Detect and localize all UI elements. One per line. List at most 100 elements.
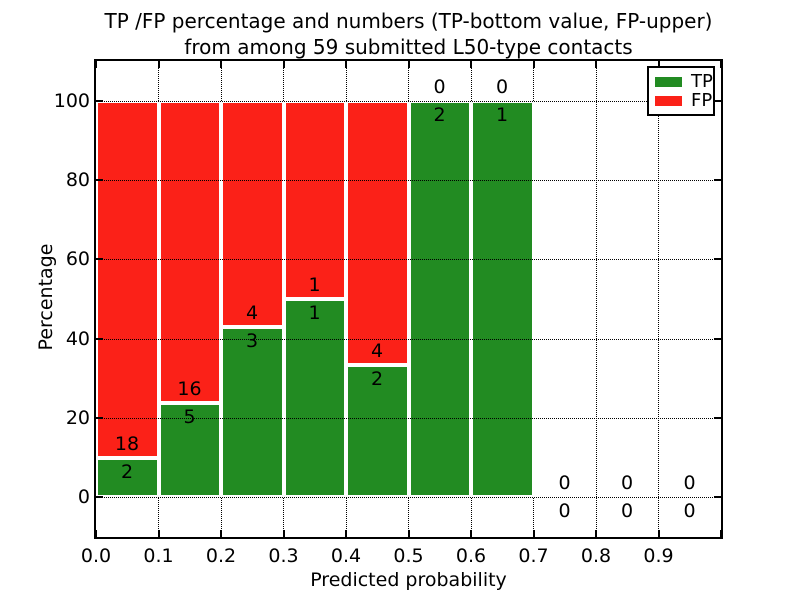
horizontal-gridline bbox=[96, 497, 721, 499]
x-tick-mark bbox=[157, 530, 160, 537]
fp-count-label: 4 bbox=[370, 340, 384, 363]
legend: TP FP bbox=[647, 66, 715, 116]
bar-segment-fp bbox=[283, 100, 346, 299]
x-tick-label: 0.1 bbox=[143, 545, 174, 567]
y-tick-mark bbox=[96, 99, 103, 102]
x-tick-mark bbox=[282, 530, 285, 537]
tp-count-label: 1 bbox=[308, 302, 321, 324]
tp-count-label: 1 bbox=[495, 103, 509, 126]
x-tick-mark bbox=[345, 61, 347, 68]
x-tick-mark bbox=[407, 530, 410, 537]
chart-title-line-1: TP /FP percentage and numbers (TP-bottom… bbox=[104, 9, 713, 33]
tp-count-label: 0 bbox=[620, 500, 634, 523]
horizontal-gridline bbox=[96, 259, 721, 261]
x-tick-mark bbox=[657, 530, 660, 537]
x-tick-mark bbox=[470, 530, 472, 537]
x-tick-mark bbox=[345, 530, 347, 537]
x-axis-label: Predicted probability bbox=[310, 569, 507, 591]
y-tick-mark bbox=[714, 337, 721, 340]
x-tick-mark bbox=[220, 530, 222, 537]
tp-count-label: 2 bbox=[370, 368, 384, 391]
x-tick-mark bbox=[657, 61, 660, 68]
tp-count-label: 0 bbox=[683, 500, 696, 523]
y-tick-mark bbox=[714, 496, 721, 499]
y-tick-label: 0 bbox=[77, 486, 90, 509]
bar-segment-tp bbox=[408, 100, 471, 498]
x-tick-label: 0.2 bbox=[205, 545, 237, 567]
legend-swatch-fp bbox=[655, 95, 682, 106]
y-tick-mark bbox=[96, 179, 103, 181]
y-tick-mark bbox=[96, 417, 103, 419]
bar-segment-fp bbox=[346, 100, 409, 366]
x-tick-mark bbox=[595, 61, 597, 68]
x-tick-label: 0.4 bbox=[330, 545, 362, 567]
fp-count-label: 16 bbox=[177, 377, 202, 400]
x-tick-mark bbox=[532, 530, 535, 537]
fp-count-label: 0 bbox=[620, 472, 634, 495]
bar-segment-tp bbox=[346, 365, 409, 498]
tp-count-label: 5 bbox=[183, 405, 196, 428]
fp-count-label: 0 bbox=[495, 75, 509, 98]
legend-label: TP bbox=[691, 71, 713, 92]
x-tick-label: 0.8 bbox=[580, 545, 612, 567]
bar-segment-tp bbox=[96, 457, 159, 498]
y-tick-mark bbox=[714, 417, 721, 419]
x-tick-label: 0.3 bbox=[268, 545, 299, 567]
fp-count-label: 0 bbox=[433, 75, 446, 98]
legend-label: FP bbox=[691, 90, 713, 111]
y-tick-mark bbox=[714, 99, 721, 102]
bar-segment-tp bbox=[471, 100, 534, 498]
x-tick-label: 0.7 bbox=[518, 545, 549, 567]
y-tick-mark bbox=[714, 179, 721, 181]
fp-count-label: 0 bbox=[683, 472, 696, 495]
y-tick-label: 20 bbox=[65, 407, 90, 429]
y-axis-label: Percentage bbox=[35, 243, 57, 351]
bar-segment-fp bbox=[221, 100, 284, 328]
x-tick-mark bbox=[595, 530, 597, 537]
fp-count-label: 0 bbox=[558, 472, 571, 495]
vertical-gridline bbox=[595, 61, 597, 537]
x-tick-mark bbox=[95, 61, 97, 68]
x-tick-label: 0.0 bbox=[80, 545, 112, 567]
tp-count-label: 2 bbox=[433, 103, 446, 126]
tp-count-label: 2 bbox=[120, 460, 134, 483]
x-tick-mark bbox=[95, 530, 97, 537]
fp-count-label: 4 bbox=[245, 302, 259, 325]
tp-count-label: 3 bbox=[245, 330, 259, 353]
x-tick-mark bbox=[282, 61, 285, 68]
y-tick-label: 40 bbox=[65, 327, 90, 350]
x-tick-mark bbox=[532, 61, 535, 68]
horizontal-gridline bbox=[96, 180, 721, 181]
horizontal-gridline bbox=[96, 338, 721, 340]
bar-segment-tp bbox=[283, 299, 346, 498]
legend-item-tp: TP bbox=[655, 72, 713, 91]
y-tick-label: 80 bbox=[65, 169, 90, 191]
bar-segment-tp bbox=[221, 327, 284, 498]
tp-count-label: 0 bbox=[558, 500, 571, 523]
bar-segment-fp bbox=[96, 100, 159, 458]
chart-title: TP /FP percentage and numbers (TP-bottom… bbox=[96, 8, 721, 60]
x-tick-label: 0.6 bbox=[455, 545, 487, 567]
horizontal-gridline bbox=[96, 100, 721, 102]
y-tick-mark bbox=[96, 258, 103, 261]
x-tick-label: 0.9 bbox=[643, 545, 674, 567]
fp-count-label: 18 bbox=[114, 432, 140, 455]
x-tick-mark bbox=[407, 61, 410, 68]
x-tick-mark bbox=[470, 61, 472, 68]
vertical-gridline bbox=[658, 61, 659, 537]
y-tick-mark bbox=[714, 258, 721, 261]
fp-count-label: 1 bbox=[308, 274, 321, 296]
x-tick-mark bbox=[720, 61, 722, 68]
vertical-gridline bbox=[533, 61, 534, 537]
x-tick-mark bbox=[157, 61, 160, 68]
x-tick-label: 0.5 bbox=[393, 545, 424, 567]
y-tick-label: 60 bbox=[65, 248, 90, 271]
horizontal-gridline bbox=[96, 418, 721, 419]
y-tick-mark bbox=[96, 337, 103, 340]
legend-swatch-tp bbox=[655, 76, 682, 87]
x-tick-mark bbox=[720, 530, 722, 537]
plot-area: 18 2 16 5 4 3 1 1 4 2 0 2 0 1 0 0 0 0 0 0 bbox=[94, 59, 723, 539]
chart-title-line-2: from among 59 submitted L50-type contact… bbox=[184, 35, 633, 59]
bar-segment-fp bbox=[158, 100, 221, 403]
